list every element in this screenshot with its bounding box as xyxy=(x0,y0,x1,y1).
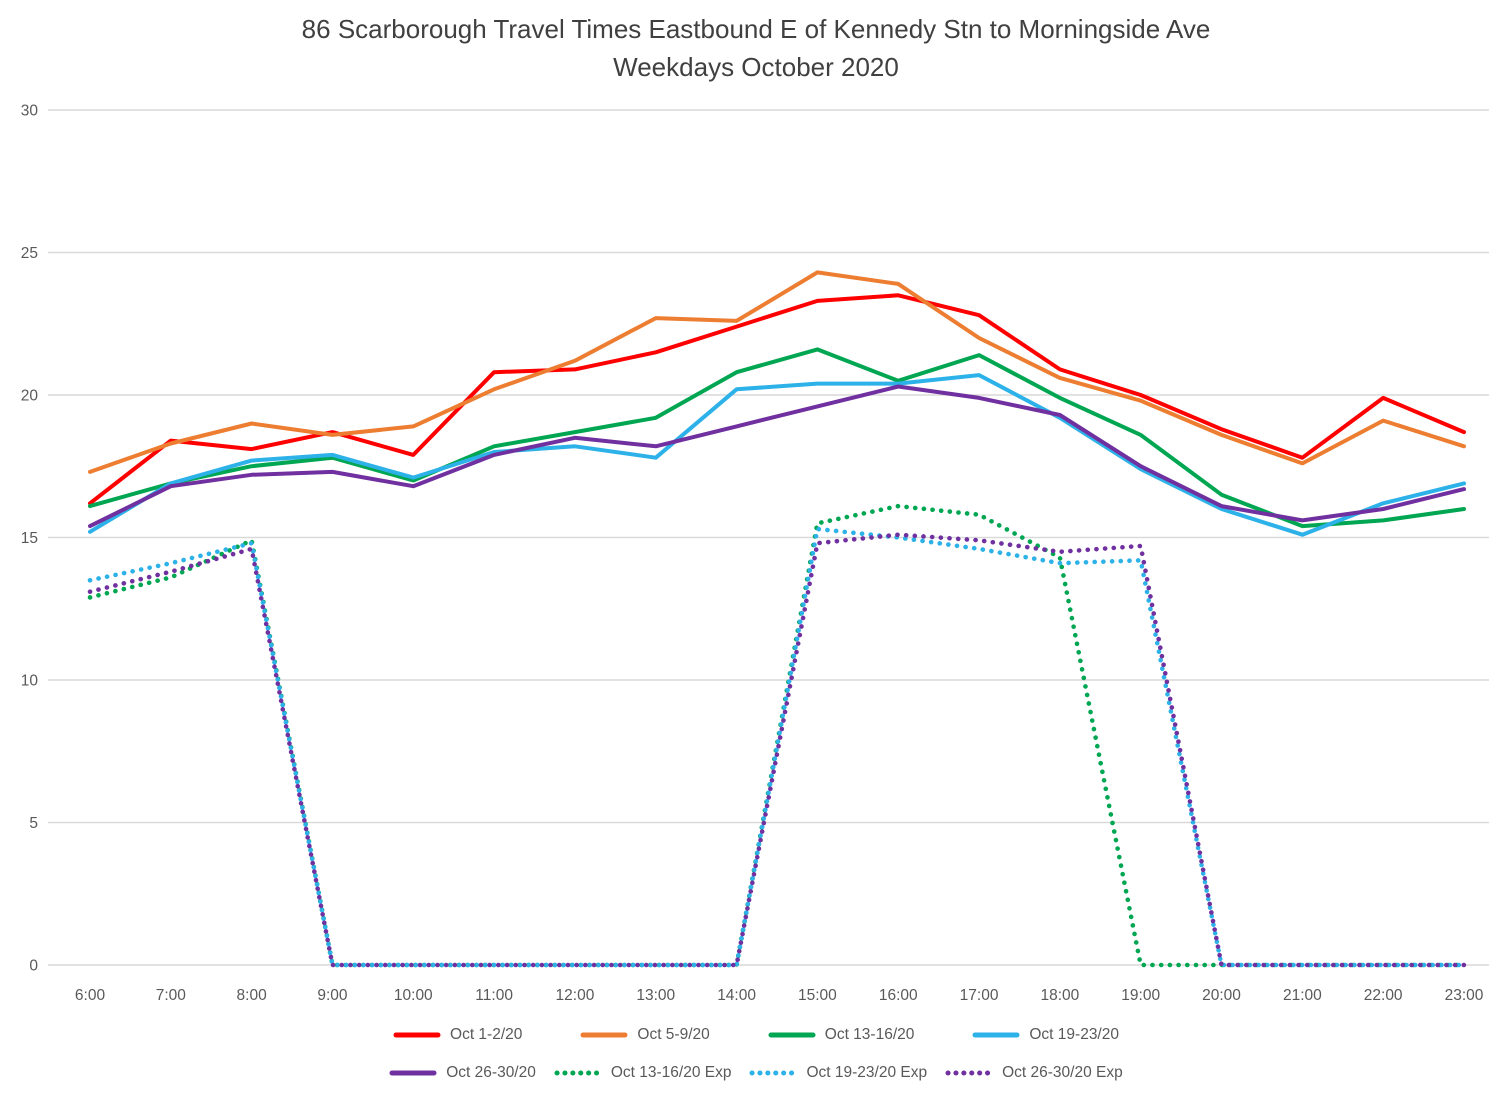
legend-label: Oct 19-23/20 xyxy=(1029,1026,1119,1043)
legend-line-swatch xyxy=(389,1070,437,1076)
x-tick-label: 11:00 xyxy=(475,987,513,1004)
legend-dotted-line-swatch xyxy=(945,1070,993,1076)
legend-item-oct-1-2-20: Oct 1-2/20 xyxy=(393,1026,522,1044)
x-tick-label: 7:00 xyxy=(156,987,187,1004)
y-tick-label: 25 xyxy=(21,245,38,262)
legend-item-oct-26-30-20-exp: Oct 26-30/20 Exp xyxy=(945,1064,1123,1082)
chart-title: 86 Scarborough Travel Times Eastbound E … xyxy=(0,10,1512,86)
legend-line-swatch xyxy=(768,1032,816,1038)
x-tick-label: 14:00 xyxy=(717,987,756,1004)
x-tick-label: 16:00 xyxy=(879,987,918,1004)
legend-label: Oct 19-23/20 Exp xyxy=(806,1064,928,1081)
legend-label: Oct 5-9/20 xyxy=(637,1026,710,1043)
legend-item-oct-26-30-20: Oct 26-30/20 xyxy=(389,1064,536,1082)
y-tick-label: 15 xyxy=(21,530,38,547)
legend-item-oct-13-16-20-exp: Oct 13-16/20 Exp xyxy=(554,1064,732,1082)
series-line-oct-19-23-20-exp xyxy=(87,526,1467,968)
x-tick-label: 8:00 xyxy=(237,987,268,1004)
chart-title-line1: 86 Scarborough Travel Times Eastbound E … xyxy=(301,14,1211,44)
x-tick-label: 21:00 xyxy=(1283,987,1322,1004)
legend-item-oct-13-16-20: Oct 13-16/20 xyxy=(768,1026,915,1044)
series-line-oct-13-16-20-exp xyxy=(87,503,1467,968)
series-line-oct-19-23-20 xyxy=(88,373,1466,537)
series-line-oct-26-30-20-exp xyxy=(87,532,1467,968)
legend-item-oct-19-23-20-exp: Oct 19-23/20 Exp xyxy=(749,1064,927,1082)
legend-dotted-line-swatch xyxy=(749,1070,797,1076)
series-line-oct-5-9-20 xyxy=(88,270,1466,474)
y-tick-label: 20 xyxy=(21,388,39,405)
y-tick-label: 0 xyxy=(29,958,38,975)
series-line-oct-26-30-20 xyxy=(88,384,1466,529)
legend-label: Oct 13-16/20 Exp xyxy=(610,1064,732,1081)
x-tick-label: 23:00 xyxy=(1445,987,1484,1004)
x-tick-label: 20:00 xyxy=(1202,987,1241,1004)
y-tick-label: 5 xyxy=(29,815,38,832)
legend-label: Oct 26-30/20 Exp xyxy=(1002,1064,1123,1081)
legend-line-swatch xyxy=(972,1032,1020,1038)
legend-label: Oct 26-30/20 xyxy=(446,1064,536,1081)
series-line-oct-13-16-20 xyxy=(88,347,1466,529)
legend-item-oct-5-9-20: Oct 5-9/20 xyxy=(580,1026,710,1044)
y-tick-label: 30 xyxy=(21,103,39,120)
x-tick-label: 22:00 xyxy=(1364,987,1403,1004)
y-tick-label: 10 xyxy=(21,673,39,690)
legend-label: Oct 13-16/20 xyxy=(824,1026,915,1043)
x-tick-label: 13:00 xyxy=(636,987,675,1004)
x-tick-label: 12:00 xyxy=(556,987,595,1004)
chart-legend-row-2: Oct 26-30/20 Oct 13-16/20 Exp Oct 19-23/20… xyxy=(0,1064,1512,1082)
x-tick-label: 17:00 xyxy=(960,987,999,1004)
x-tick-label: 9:00 xyxy=(317,987,348,1004)
legend-dotted-line-swatch xyxy=(554,1070,602,1076)
legend-item-oct-19-23-20: Oct 19-23/20 xyxy=(972,1026,1119,1044)
x-tick-label: 19:00 xyxy=(1121,987,1160,1004)
chart-legend-row-1: Oct 1-2/20 Oct 5-9/20 Oct 13-16/20 Oct 19-2… xyxy=(0,1026,1512,1044)
chart-title-line2: Weekdays October 2020 xyxy=(613,52,899,82)
x-tick-label: 10:00 xyxy=(394,987,433,1004)
legend-line-swatch xyxy=(580,1032,628,1038)
legend-line-swatch xyxy=(393,1032,441,1038)
x-tick-label: 6:00 xyxy=(75,987,106,1004)
x-tick-label: 18:00 xyxy=(1040,987,1079,1004)
x-tick-label: 15:00 xyxy=(798,987,837,1004)
legend-label: Oct 1-2/20 xyxy=(450,1026,523,1043)
